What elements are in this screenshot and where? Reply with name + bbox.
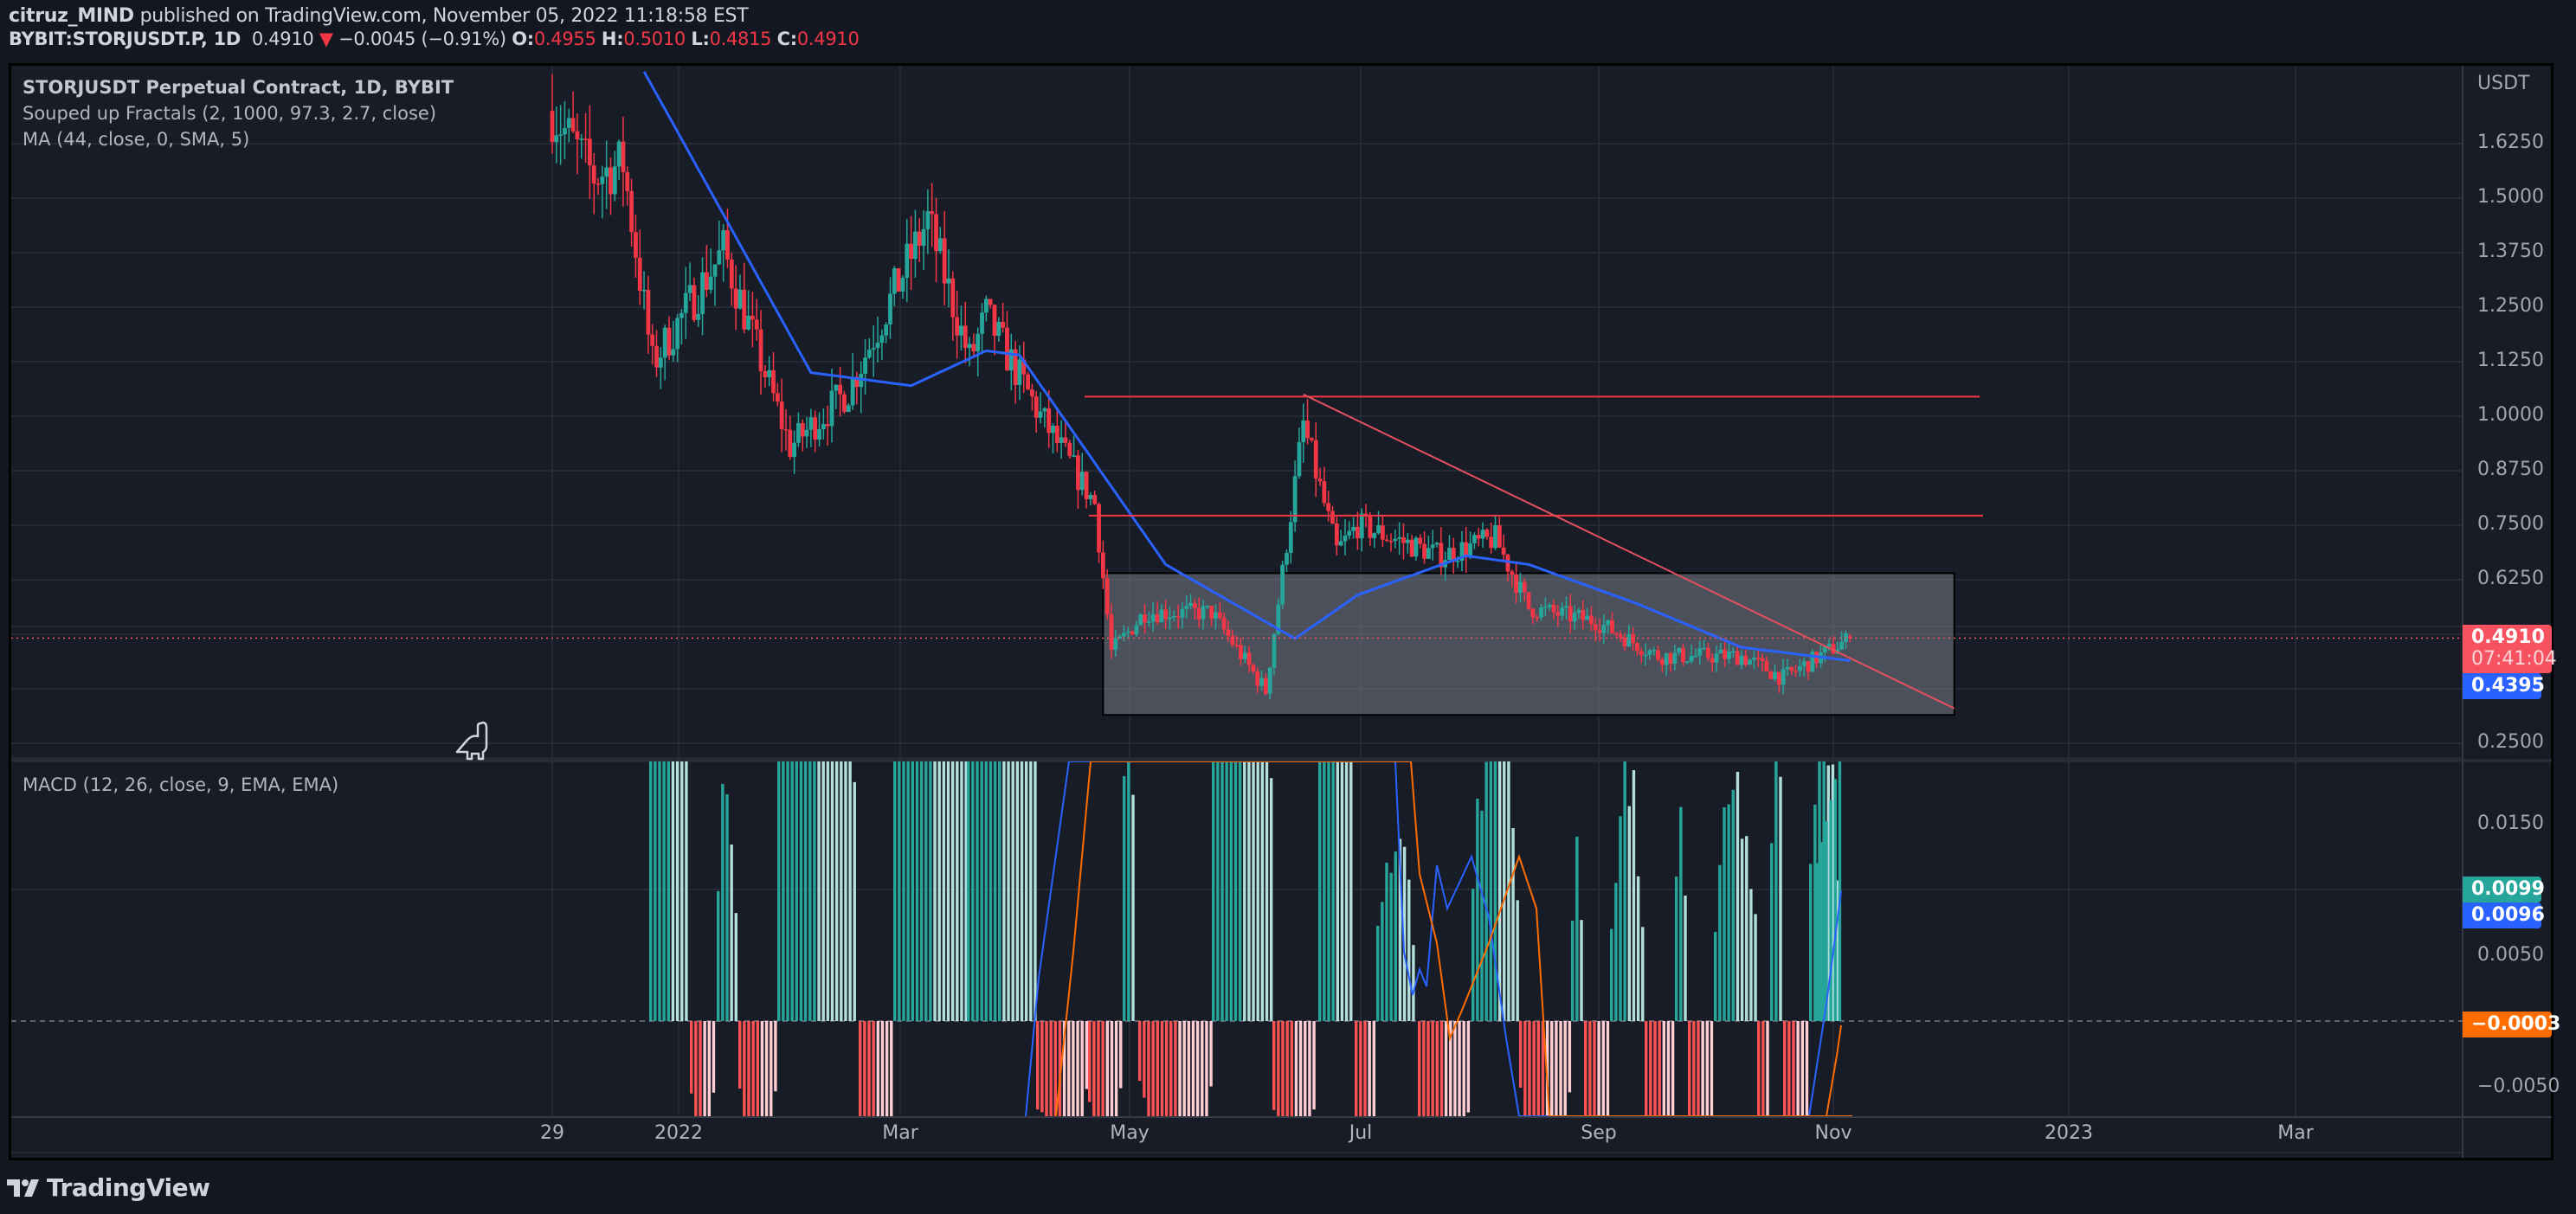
legend-title[interactable]: STORJUSDT Perpetual Contract, 1D, BYBIT (23, 77, 454, 98)
histogram-tag: 0.0099 (2463, 877, 2545, 902)
legend-macd[interactable]: MACD (12, 26, close, 9, EMA, EMA) (23, 774, 339, 795)
triangle-down-icon: ▼ (319, 29, 333, 49)
price-tick: 0.2500 (2477, 731, 2544, 753)
tradingview-logo-icon (7, 1179, 39, 1197)
open-label: O: (512, 29, 534, 49)
macd-line (1025, 761, 1842, 1116)
ma-line (642, 71, 1851, 662)
symbol-info: BYBIT:STORJUSDT.P, 1D 0.4910 ▼ −0.0045 (… (9, 29, 860, 49)
ma-value-tag: 0.4395 (2463, 673, 2545, 699)
price-tick: 1.6250 (2477, 132, 2544, 153)
time-tick: May (1110, 1122, 1150, 1144)
price-axis-unit: USDT (2477, 73, 2530, 94)
trendline (1303, 393, 1955, 710)
legend-fractals[interactable]: Souped up Fractals (2, 1000, 97.3, 2.7, … (23, 103, 437, 124)
last-price-tag-value: 0.4910 (2471, 626, 2545, 648)
time-tick: 29 (540, 1122, 564, 1144)
bar-countdown: 07:41:04 (2471, 648, 2557, 670)
price-tick: 1.5000 (2477, 186, 2544, 208)
signal-line-tag: −0.0003 (2463, 1012, 2560, 1037)
price-tick: 1.0000 (2477, 404, 2544, 426)
open-value: 0.4955 (533, 29, 596, 49)
signal-line (1055, 761, 1852, 1116)
tradingview-logo[interactable]: TradingView (7, 1173, 210, 1202)
price-tick: 0.6250 (2477, 568, 2544, 589)
last-price-tag: 0.4910 07:41:04 (2463, 625, 2557, 673)
candles (550, 74, 1852, 700)
price-tick: 1.1250 (2477, 350, 2544, 371)
high-value: 0.5010 (623, 29, 686, 49)
high-label: H: (601, 29, 624, 49)
time-tick: Sep (1581, 1122, 1617, 1144)
time-tick: Mar (2277, 1122, 2314, 1144)
macd-tick: −0.0050 (2477, 1076, 2560, 1097)
macd-histogram (11, 761, 2463, 1116)
low-value: 0.4815 (709, 29, 772, 49)
price-tick: 0.7500 (2477, 513, 2544, 535)
close-value: 0.4910 (796, 29, 860, 49)
time-tick: Nov (1814, 1122, 1852, 1144)
published-text: published on TradingView.com, November 0… (139, 5, 749, 27)
time-tick: 2023 (2045, 1122, 2093, 1144)
last-price: 0.4910 (251, 29, 314, 49)
low-label: L: (691, 29, 710, 49)
macd-line-tag: 0.0096 (2463, 902, 2545, 928)
price-tick: 1.2500 (2477, 295, 2544, 317)
publish-info: citruz_MIND published on TradingView.com… (9, 5, 749, 27)
symbol-label: BYBIT:STORJUSDT.P, 1D (9, 29, 242, 49)
dinosaur-icon[interactable] (454, 720, 494, 761)
brand-name: TradingView (47, 1173, 210, 1202)
time-tick: 2022 (654, 1122, 703, 1144)
price-change: −0.0045 (−0.91%) (338, 29, 506, 49)
price-tick: 1.3750 (2477, 241, 2544, 262)
price-tick: 0.8750 (2477, 459, 2544, 480)
author-name[interactable]: citruz_MIND (9, 5, 134, 27)
time-tick: Mar (882, 1122, 918, 1144)
macd-tick: 0.0150 (2477, 813, 2544, 834)
legend-ma[interactable]: MA (44, close, 0, SMA, 5) (23, 129, 250, 150)
macd-tick: 0.0050 (2477, 944, 2544, 966)
time-tick: Jul (1349, 1122, 1373, 1144)
close-label: C: (776, 29, 798, 49)
grid (11, 66, 2463, 1153)
